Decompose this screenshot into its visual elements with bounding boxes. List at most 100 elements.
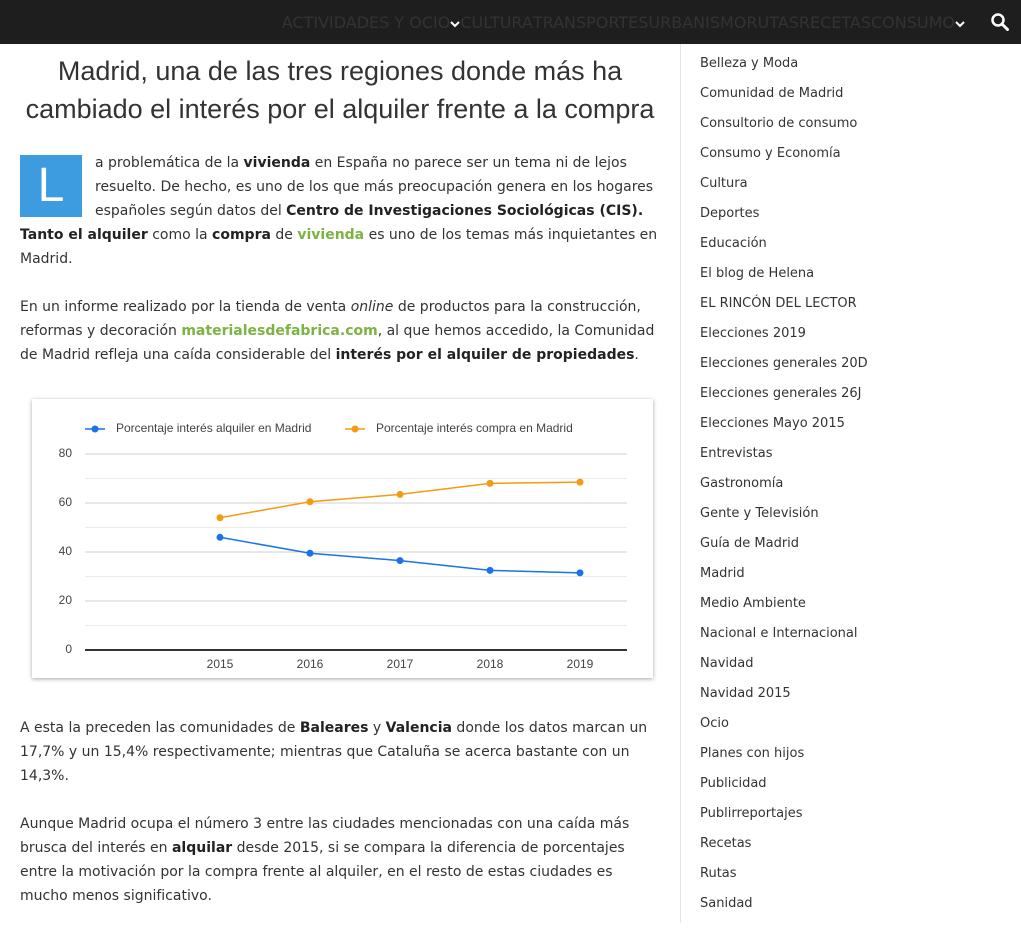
legend-marker (351, 425, 359, 433)
y-tick-label: 20 (59, 593, 73, 607)
category-link[interactable]: Entrevistas (700, 446, 773, 461)
nav-item[interactable]: CONSUMO (871, 13, 965, 32)
nav-label: CONSUMO (871, 12, 955, 32)
category-link[interactable]: Planes con hijos (700, 746, 805, 761)
nav-item[interactable]: TRANSPORTES (533, 13, 649, 32)
nav-item[interactable]: ACTIVIDADES Y OCIO (282, 13, 461, 32)
dropdown-chevron (450, 20, 461, 27)
data-point (216, 533, 224, 541)
category-link[interactable]: Publicidad (700, 776, 767, 791)
dropdown-chevron (955, 20, 965, 27)
text-run: Valencia (385, 720, 452, 736)
chart-container: 0 20 40 60 80 2015 2016 2017 2018 2019 Porcentaje … (32, 399, 653, 678)
y-tick-label: 80 (59, 446, 73, 460)
chart: 0 20 40 60 80 2015 2016 2017 2018 2019 Porcentaje … (59, 421, 627, 671)
data-point (306, 549, 314, 557)
text-run: de productos para la construcción, refor… (20, 299, 641, 339)
category-link[interactable]: Comunidad de Madrid (700, 86, 844, 101)
category-link[interactable]: Educación (700, 236, 767, 251)
category-link[interactable]: Navidad 2015 (700, 686, 791, 701)
data-point (216, 514, 224, 522)
nav-item[interactable]: URBANISMO (648, 13, 746, 32)
category-link[interactable]: Nacional e Internacional (700, 626, 858, 641)
category-link[interactable]: Medio Ambiente (700, 596, 806, 611)
nav-item[interactable]: RECETAS (799, 13, 871, 32)
nav-bar: ACTIVIDADES Y OCIO CULTURA TRANSPORTES URBA… (0, 0, 1021, 44)
category-link[interactable]: Elecciones generales 26J (700, 386, 862, 401)
category-link[interactable]: Sanidad (700, 896, 753, 911)
link[interactable]: materialesdefabrica.com (181, 323, 378, 339)
text-run: A esta la preceden las comunidades de (20, 720, 300, 736)
text-run: y (368, 720, 386, 736)
data-point (576, 478, 584, 486)
text-run: desde 2015, si se compara la diferencia … (20, 840, 625, 904)
data-point (486, 479, 494, 487)
category-link[interactable]: Rutas (700, 866, 737, 881)
article: Madrid, una de las tres regiones donde m… (20, 52, 660, 932)
y-tick-label: 0 (65, 642, 72, 656)
series-line (219, 536, 581, 574)
category-link[interactable]: Elecciones generales 20D (700, 356, 868, 371)
category-link[interactable]: El blog de Helena (700, 266, 815, 281)
y-tick-label: 60 (59, 495, 73, 509)
data-point (576, 569, 584, 577)
text-run: es uno de los temas más inquietantes en … (20, 227, 658, 267)
x-tick-label: 2015 (207, 657, 234, 671)
text-run: alquilar (171, 840, 233, 856)
nav-label: URBANISMO (648, 12, 747, 32)
nav-label: TRANSPORTES (532, 12, 649, 32)
search-icon[interactable] (991, 13, 1009, 31)
category-link[interactable]: Cultura (700, 176, 748, 191)
nav-label: ACTIVIDADES Y OCIO (281, 12, 451, 32)
link[interactable]: vivienda (297, 227, 365, 243)
text-run: de (270, 227, 298, 243)
category-link[interactable]: Consultorio de consumo (700, 116, 858, 131)
category-link[interactable]: Gente y Televisión (700, 506, 819, 521)
series-line (219, 481, 581, 519)
chevron (955, 20, 965, 27)
category-link[interactable]: Belleza y Moda (700, 56, 799, 71)
category-link[interactable]: EL RINCÓN DEL LECTOR (700, 296, 857, 311)
category-link[interactable]: Deportes (700, 206, 760, 221)
paragraph: Aunque Madrid ocupa el número 3 entre la… (20, 812, 660, 908)
text-run: interés por el alquiler de propiedades (335, 347, 635, 363)
text-run: compra (212, 227, 271, 243)
category-link[interactable]: Elecciones Mayo 2015 (700, 416, 845, 431)
text-run: En un informe realizado por la tienda de… (20, 299, 351, 315)
category-link[interactable]: Ocio (700, 716, 729, 731)
text-run: como la (147, 227, 213, 243)
text-run: a problemática de la (95, 155, 244, 171)
text-run: Baleares (299, 720, 369, 736)
text-run: vivienda (243, 155, 311, 171)
category-link[interactable]: Publirreportajes (700, 806, 803, 821)
nav-label: RECETAS (798, 12, 871, 32)
nav-item[interactable]: RUTAS (746, 13, 798, 32)
legend-marker (91, 425, 99, 433)
sidebar: Belleza y Moda Comunidad de Madrid Consult… (680, 44, 1021, 923)
legend-label: Porcentaje interés alquiler en Madrid (116, 421, 311, 435)
data-point (486, 566, 494, 574)
paragraph: A esta la preceden las comunidades de Ba… (20, 716, 660, 788)
category-link[interactable]: Gastronomía (700, 476, 784, 491)
article-title: Madrid, una de las tres regiones donde m… (25, 56, 655, 124)
text-run: donde los datos marcan un 17,7% y un 15,… (20, 720, 648, 784)
data-point (396, 490, 404, 498)
category-link[interactable]: Consumo y Economía (700, 146, 841, 161)
category-link[interactable]: Elecciones 2019 (700, 326, 806, 341)
category-link[interactable]: Recetas (700, 836, 752, 851)
data-point (306, 498, 314, 506)
drop-cap: L (20, 155, 82, 217)
nav-label: CULTURA (460, 12, 533, 32)
text-run: Centro de Investigaciones Sociológicas (… (20, 203, 644, 243)
category-link[interactable]: Madrid (700, 566, 745, 581)
category-list: Belleza y Moda Comunidad de Madrid Consult… (700, 49, 1021, 919)
category-link[interactable]: Guía de Madrid (700, 536, 800, 551)
category-link[interactable]: Navidad (700, 656, 754, 671)
text-run: Aunque Madrid ocupa el número 3 entre la… (20, 816, 630, 856)
x-tick-label: 2018 (477, 657, 504, 671)
x-tick-label: 2017 (387, 657, 414, 671)
x-tick-label: 2016 (297, 657, 324, 671)
nav-item[interactable]: CULTURA (460, 13, 533, 32)
